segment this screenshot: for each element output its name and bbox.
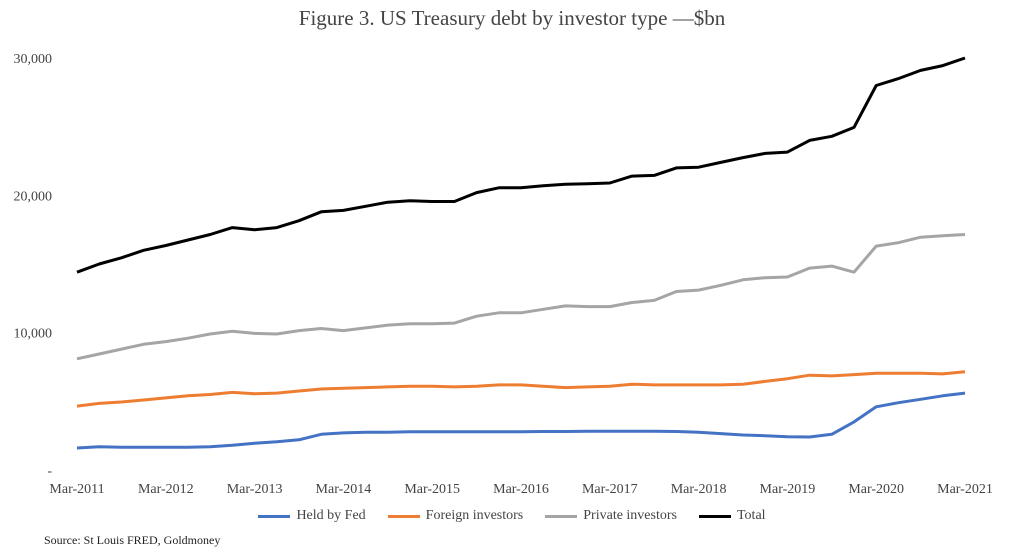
y-tick-label: - bbox=[47, 464, 52, 479]
x-tick-label: Mar-2011 bbox=[49, 482, 104, 497]
legend-item: Foreign investors bbox=[387, 508, 524, 524]
legend-label: Held by Fed bbox=[296, 508, 366, 523]
legend-item: Total bbox=[698, 508, 766, 524]
legend-label: Private investors bbox=[583, 508, 677, 523]
y-tick-label: 10,000 bbox=[14, 327, 53, 342]
x-tick-label: Mar-2019 bbox=[760, 482, 816, 497]
x-tick-label: Mar-2017 bbox=[582, 482, 638, 497]
x-tick-label: Mar-2015 bbox=[404, 482, 460, 497]
x-tick-label: Mar-2016 bbox=[493, 482, 549, 497]
x-tick-label: Mar-2020 bbox=[848, 482, 904, 497]
legend-swatch bbox=[545, 514, 578, 518]
y-tick-label: 30,000 bbox=[14, 52, 53, 67]
series-line-foreign-investors bbox=[76, 370, 966, 408]
series-line-total bbox=[76, 56, 966, 274]
x-tick-label: Mar-2013 bbox=[227, 482, 283, 497]
legend-label: Total bbox=[736, 508, 766, 523]
source-note: Source: St Louis FRED, Goldmoney bbox=[44, 533, 221, 547]
x-tick-label: Mar-2014 bbox=[316, 482, 372, 497]
legend-item: Held by Fed bbox=[258, 508, 366, 524]
chart-title: Figure 3. US Treasury debt by investor t… bbox=[298, 6, 726, 30]
legend-label: Foreign investors bbox=[425, 508, 524, 523]
x-tick-label: Mar-2021 bbox=[937, 482, 993, 497]
series-line-held-by-fed bbox=[76, 391, 966, 450]
legend-swatch bbox=[387, 514, 420, 518]
legend-swatch bbox=[258, 514, 291, 518]
series-line-private-investors bbox=[76, 233, 966, 361]
legend: Held by Fed Foreign investors Private inve… bbox=[0, 508, 1024, 524]
x-tick-label: Mar-2012 bbox=[138, 482, 194, 497]
legend-item: Private investors bbox=[545, 508, 677, 524]
legend-swatch bbox=[698, 514, 731, 518]
y-tick-label: 20,000 bbox=[14, 189, 53, 204]
x-tick-label: Mar-2018 bbox=[671, 482, 727, 497]
